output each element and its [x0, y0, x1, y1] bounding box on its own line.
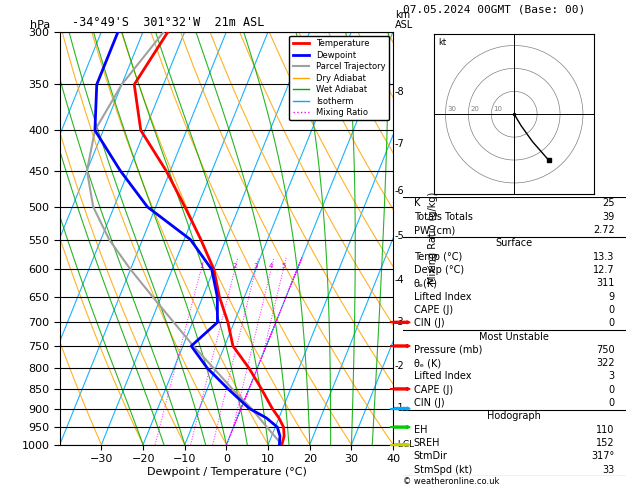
Text: Temp (°C): Temp (°C): [414, 252, 462, 262]
Text: θₑ (K): θₑ (K): [414, 358, 441, 368]
Text: 25: 25: [602, 198, 615, 208]
Text: 750: 750: [596, 345, 615, 355]
Text: CIN (J): CIN (J): [414, 398, 444, 408]
Text: Surface: Surface: [496, 239, 533, 248]
Text: Mixing Ratio (g/kg): Mixing Ratio (g/kg): [428, 192, 438, 284]
Text: -6: -6: [395, 187, 404, 196]
Legend: Temperature, Dewpoint, Parcel Trajectory, Dry Adiabat, Wet Adiabat, Isotherm, Mi: Temperature, Dewpoint, Parcel Trajectory…: [289, 36, 389, 121]
Text: 12.7: 12.7: [593, 265, 615, 275]
Text: CIN (J): CIN (J): [414, 318, 444, 328]
Text: 07.05.2024 00GMT (Base: 00): 07.05.2024 00GMT (Base: 00): [403, 4, 585, 15]
Text: 30: 30: [448, 106, 457, 112]
Text: SREH: SREH: [414, 438, 440, 448]
Text: K: K: [414, 198, 420, 208]
Text: θₑ(K): θₑ(K): [414, 278, 438, 288]
Text: -34°49'S  301°32'W  21m ASL: -34°49'S 301°32'W 21m ASL: [72, 16, 265, 29]
Text: Most Unstable: Most Unstable: [479, 331, 549, 342]
Text: 4: 4: [269, 263, 273, 269]
Text: -7: -7: [395, 139, 404, 149]
Text: Lifted Index: Lifted Index: [414, 371, 471, 382]
Text: hPa: hPa: [30, 19, 50, 30]
Text: 0: 0: [609, 398, 615, 408]
Text: -8: -8: [395, 87, 404, 97]
Text: EH: EH: [414, 425, 427, 434]
Text: 33: 33: [603, 465, 615, 475]
Text: -2: -2: [395, 361, 404, 371]
Text: LCL: LCL: [395, 440, 414, 449]
Text: Totals Totals: Totals Totals: [414, 212, 472, 222]
Text: 3: 3: [609, 371, 615, 382]
Text: -4: -4: [395, 275, 404, 285]
Text: 10: 10: [494, 106, 503, 112]
Text: 20: 20: [470, 106, 479, 112]
Text: 2: 2: [233, 263, 237, 269]
Text: 110: 110: [596, 425, 615, 434]
Text: kt: kt: [438, 38, 447, 48]
Text: 0: 0: [609, 385, 615, 395]
Text: Dewp (°C): Dewp (°C): [414, 265, 464, 275]
Text: 1: 1: [199, 263, 203, 269]
Text: Pressure (mb): Pressure (mb): [414, 345, 482, 355]
Text: 152: 152: [596, 438, 615, 448]
Text: StmSpd (kt): StmSpd (kt): [414, 465, 472, 475]
Text: 2.72: 2.72: [593, 225, 615, 235]
Text: 0: 0: [609, 305, 615, 315]
Text: Hodograph: Hodograph: [487, 411, 541, 421]
Text: 5: 5: [281, 263, 286, 269]
Text: 311: 311: [596, 278, 615, 288]
Text: CAPE (J): CAPE (J): [414, 385, 453, 395]
Text: 322: 322: [596, 358, 615, 368]
Text: 9: 9: [609, 292, 615, 302]
Text: -1: -1: [395, 403, 404, 413]
Text: PW (cm): PW (cm): [414, 225, 455, 235]
Text: Lifted Index: Lifted Index: [414, 292, 471, 302]
Text: 0: 0: [609, 318, 615, 328]
Text: © weatheronline.co.uk: © weatheronline.co.uk: [403, 477, 499, 486]
X-axis label: Dewpoint / Temperature (°C): Dewpoint / Temperature (°C): [147, 467, 306, 477]
Text: -5: -5: [395, 231, 404, 242]
Text: StmDir: StmDir: [414, 451, 448, 461]
Text: CAPE (J): CAPE (J): [414, 305, 453, 315]
Text: 39: 39: [603, 212, 615, 222]
Text: km
ASL: km ASL: [395, 10, 413, 30]
Text: 317°: 317°: [591, 451, 615, 461]
Text: 3: 3: [253, 263, 258, 269]
Text: 13.3: 13.3: [593, 252, 615, 262]
Text: -3: -3: [395, 317, 404, 327]
